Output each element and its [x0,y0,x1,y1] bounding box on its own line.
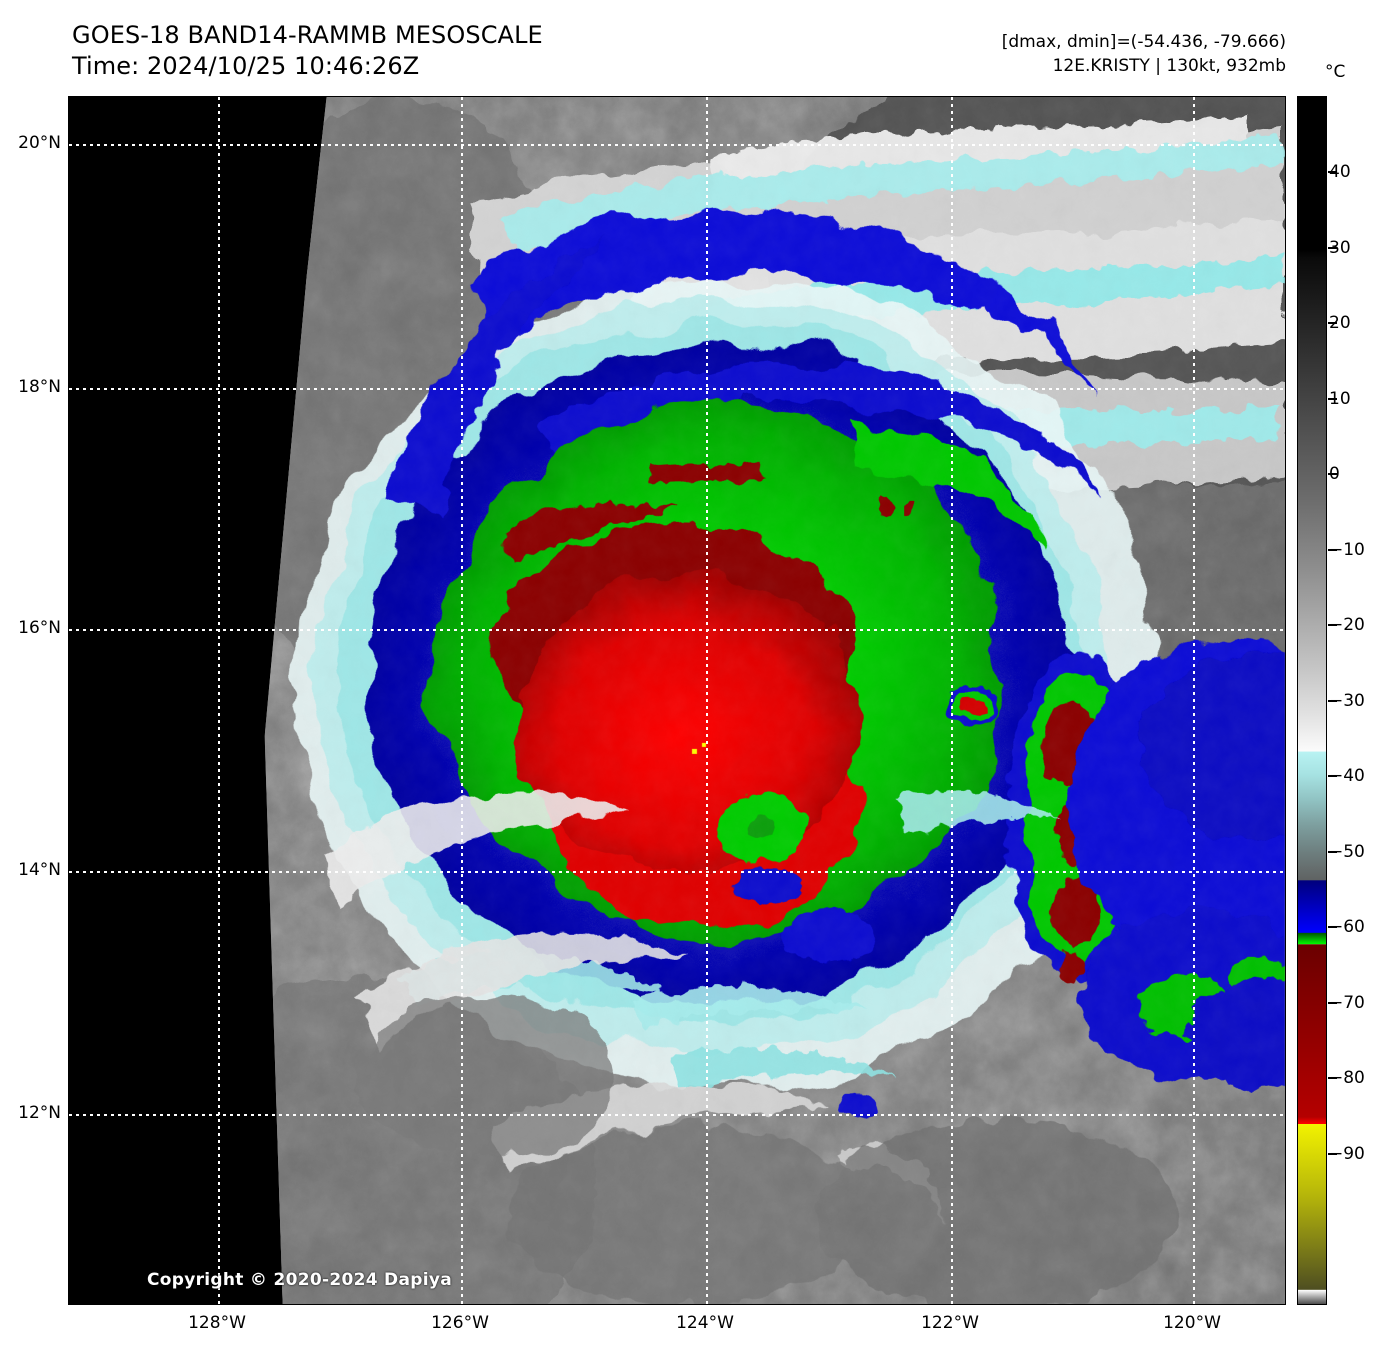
colorbar-tick-m80: −80 [1329,1068,1365,1088]
colorbar-dash-0 [1328,473,1337,475]
page-title: GOES-18 BAND14-RAMMB MESOSCALE [72,21,543,49]
colorbar-tick-10: 10 [1329,389,1351,409]
satellite-image-plot: Copyright © 2020-2024 Dapiya [68,96,1286,1305]
colorbar-dash-m10 [1328,549,1337,551]
ytick-label-2: 16°N [18,618,61,638]
colorbar-dash-10 [1328,398,1337,400]
satellite-imagery [69,97,1285,1304]
colorbar-tick-m30: −30 [1329,691,1365,711]
xtick-label-4: 120°W [1163,1313,1221,1333]
colorbar-tick-m60: −60 [1329,917,1365,937]
colorbar-unit-label: °C [1325,62,1346,82]
colorbar-tick-30: 30 [1329,238,1351,258]
xtick-label-1: 126°W [431,1313,489,1333]
colorbar-tick-20: 20 [1329,313,1351,333]
xtick-label-0: 128°W [188,1313,246,1333]
colorbar [1297,96,1327,1305]
colorbar-dash-40 [1328,171,1337,173]
colorbar-tick-m10: −10 [1329,540,1365,560]
colorbar-dash-m20 [1328,624,1337,626]
colorbar-tick-m50: −50 [1329,842,1365,862]
dmax-dmin-text: [dmax, dmin]=(-54.436, -79.666) [1001,32,1286,52]
colorbar-gradient [1298,97,1326,1304]
timestamp: Time: 2024/10/25 10:46:26Z [72,52,420,80]
colorbar-dash-m80 [1328,1077,1337,1079]
colorbar-tick-0: 0 [1329,464,1340,484]
colorbar-dash-30 [1328,247,1337,249]
metadata-block: [dmax, dmin]=(-54.436, -79.666) 12E.KRIS… [1002,30,1286,78]
colorbar-dash-m90 [1328,1153,1337,1155]
colorbar-dash-m40 [1328,775,1337,777]
colorbar-dash-m70 [1328,1002,1337,1004]
ytick-label-1: 18°N [18,377,61,397]
ytick-label-3: 14°N [18,860,61,880]
colorbar-dash-20 [1328,322,1337,324]
ytick-label-0: 20°N [18,133,61,153]
xtick-label-3: 122°W [921,1313,979,1333]
colorbar-tick-m90: −90 [1329,1144,1365,1164]
colorbar-dash-m50 [1328,851,1337,853]
title-block: GOES-18 BAND14-RAMMB MESOSCALE Time: 202… [72,20,543,82]
copyright-notice: Copyright © 2020-2024 Dapiya [147,1270,452,1290]
colorbar-tick-m20: −20 [1329,615,1365,635]
ytick-label-4: 12°N [18,1103,61,1123]
storm-info-text: 12E.KRISTY | 130kt, 932mb [1052,56,1286,76]
colorbar-tick-40: 40 [1329,162,1351,182]
colorbar-dash-m60 [1328,926,1337,928]
colorbar-dash-m30 [1328,700,1337,702]
xtick-label-2: 124°W [676,1313,734,1333]
colorbar-tick-m40: −40 [1329,766,1365,786]
colorbar-tick-m70: −70 [1329,993,1365,1013]
